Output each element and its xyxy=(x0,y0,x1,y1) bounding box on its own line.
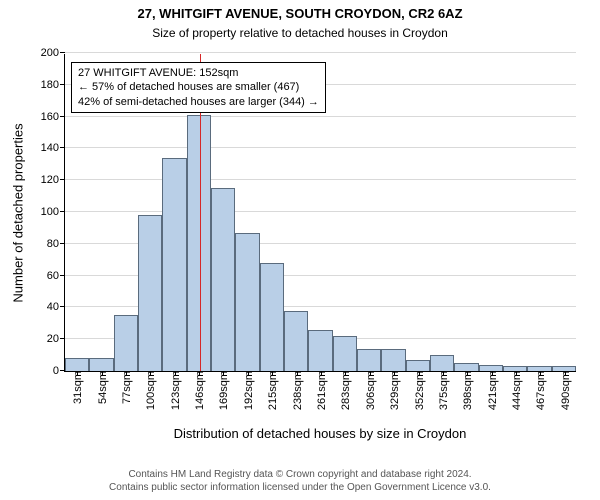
figure: 27, WHITGIFT AVENUE, SOUTH CROYDON, CR2 … xyxy=(0,0,600,500)
histogram-bar xyxy=(284,311,308,371)
xtick-label: 352sqm xyxy=(412,371,426,410)
xtick-label: 306sqm xyxy=(363,371,377,410)
ytick-label: 180 xyxy=(41,79,65,91)
xtick-label: 215sqm xyxy=(265,371,279,410)
footer: Contains HM Land Registry data © Crown c… xyxy=(0,468,600,494)
histogram-bar xyxy=(162,158,186,371)
gridline xyxy=(65,52,576,53)
ytick-label: 140 xyxy=(41,142,65,154)
xtick-label: 490sqm xyxy=(558,371,572,410)
ytick-label: 160 xyxy=(41,111,65,123)
annotation-box: 27 WHITGIFT AVENUE: 152sqm← 57% of detac… xyxy=(71,62,326,113)
histogram-bar xyxy=(381,349,405,371)
ytick-label: 200 xyxy=(41,47,65,59)
xtick-label: 146sqm xyxy=(192,371,206,410)
xtick-label: 192sqm xyxy=(241,371,255,410)
ytick-label: 40 xyxy=(47,301,65,313)
annotation-line: ← 57% of detached houses are smaller (46… xyxy=(78,80,319,94)
xtick-label: 467sqm xyxy=(533,371,547,410)
x-axis-label: Distribution of detached houses by size … xyxy=(64,426,576,441)
chart-title: 27, WHITGIFT AVENUE, SOUTH CROYDON, CR2 … xyxy=(0,6,600,21)
histogram-bar xyxy=(89,358,113,371)
histogram-bar xyxy=(357,349,381,371)
footer-line-1: Contains HM Land Registry data © Crown c… xyxy=(0,468,600,481)
ytick-label: 80 xyxy=(47,238,65,250)
histogram-bar xyxy=(430,355,454,371)
histogram-bar xyxy=(260,263,284,371)
xtick-label: 329sqm xyxy=(387,371,401,410)
annotation-line: 42% of semi-detached houses are larger (… xyxy=(78,95,319,109)
xtick-label: 123sqm xyxy=(168,371,182,410)
histogram-bar xyxy=(333,336,357,371)
xtick-label: 31sqm xyxy=(70,371,84,404)
xtick-label: 77sqm xyxy=(119,371,133,404)
ytick-label: 100 xyxy=(41,206,65,218)
y-axis-label: Number of detached properties xyxy=(11,123,26,302)
histogram-bar xyxy=(114,315,138,371)
ytick-label: 0 xyxy=(53,365,65,377)
xtick-label: 375sqm xyxy=(436,371,450,410)
ytick-label: 120 xyxy=(41,174,65,186)
ytick-label: 20 xyxy=(47,333,65,345)
footer-line-2: Contains public sector information licen… xyxy=(0,481,600,494)
xtick-label: 261sqm xyxy=(314,371,328,410)
xtick-label: 238sqm xyxy=(290,371,304,410)
xtick-label: 54sqm xyxy=(95,371,109,404)
xtick-label: 398sqm xyxy=(460,371,474,410)
histogram-bar xyxy=(235,233,259,371)
xtick-label: 169sqm xyxy=(216,371,230,410)
xtick-label: 100sqm xyxy=(143,371,157,410)
chart-subtitle: Size of property relative to detached ho… xyxy=(0,26,600,40)
histogram-bar xyxy=(454,363,478,371)
annotation-line: 27 WHITGIFT AVENUE: 152sqm xyxy=(78,66,319,80)
plot-area: 27 WHITGIFT AVENUE: 152sqm← 57% of detac… xyxy=(64,54,576,372)
histogram-bar xyxy=(308,330,332,371)
xtick-label: 444sqm xyxy=(509,371,523,410)
histogram-bar xyxy=(65,358,89,371)
ytick-label: 60 xyxy=(47,270,65,282)
xtick-label: 283sqm xyxy=(338,371,352,410)
histogram-bar xyxy=(138,215,162,371)
histogram-bar xyxy=(211,188,235,371)
xtick-label: 421sqm xyxy=(485,371,499,410)
histogram-bar xyxy=(406,360,430,371)
